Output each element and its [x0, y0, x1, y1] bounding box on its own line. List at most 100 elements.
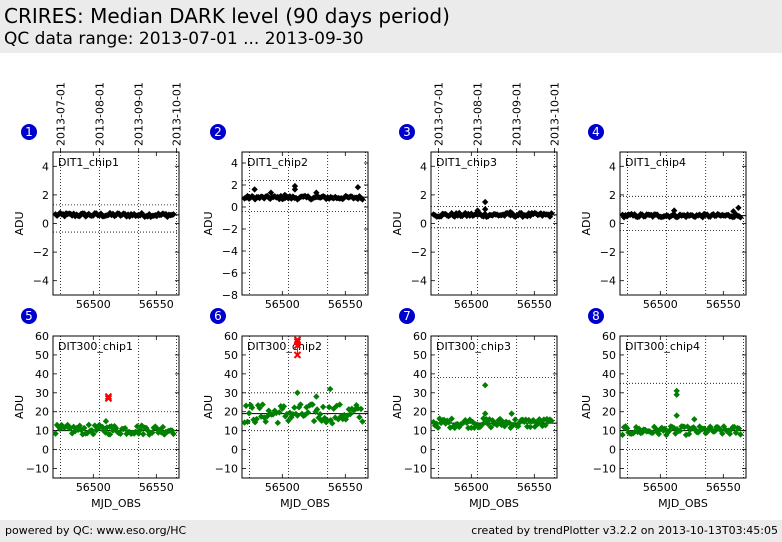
- panel-frame: [52, 151, 180, 296]
- x-tick-label: 56500: [454, 298, 489, 311]
- y-tick-label: 50: [35, 349, 49, 362]
- data-point: [336, 401, 343, 408]
- top-date-label: 2013-10-01: [548, 82, 561, 146]
- y-tick-label: 2: [609, 189, 616, 202]
- data-point: [259, 401, 266, 408]
- x-axis-label: MJD_OBS: [91, 497, 141, 510]
- data-point-extra: [291, 186, 299, 193]
- y-tick-label: −2: [411, 246, 427, 259]
- y-axis-label: ADU: [13, 395, 26, 419]
- data-point: [109, 427, 117, 434]
- y-tick-label: 0: [42, 444, 49, 457]
- y-tick-label: 20: [413, 406, 427, 419]
- panel-badge: [399, 124, 415, 140]
- data-point: [719, 430, 726, 437]
- data-point: [161, 431, 168, 438]
- data-point: [93, 210, 100, 217]
- data-point: [518, 209, 525, 217]
- y-axis-label: ADU: [391, 211, 404, 235]
- data-point: [737, 431, 744, 438]
- data-point: [537, 418, 545, 426]
- data-point: [632, 424, 640, 431]
- y-axis-label: ADU: [13, 211, 26, 235]
- data-point: [140, 430, 147, 438]
- data-point: [162, 210, 170, 218]
- data-point-extra: [481, 198, 489, 206]
- y-tick-label: 0: [42, 218, 49, 231]
- top-date-label: 2013-10-01: [170, 82, 183, 146]
- y-tick-label: 2: [42, 189, 49, 202]
- data-point-extra: [673, 391, 680, 398]
- y-axis-label: ADU: [202, 211, 215, 235]
- y-tick-label: −4: [33, 275, 49, 288]
- data-point: [728, 425, 735, 433]
- data-point: [76, 422, 83, 429]
- data-point: [648, 211, 655, 219]
- data-point: [121, 210, 129, 218]
- y-tick-label: 0: [420, 218, 427, 231]
- x-tick-label: 56550: [139, 481, 174, 494]
- x-tick-label: 56550: [706, 481, 741, 494]
- data-point: [732, 429, 740, 437]
- y-axis-label: ADU: [580, 211, 593, 235]
- data-point: [652, 425, 659, 432]
- x-tick-label: 56500: [265, 298, 300, 311]
- x-tick-label: 56500: [76, 298, 111, 311]
- data-point: [651, 423, 658, 431]
- panel-name: DIT1_chip4: [625, 156, 686, 169]
- x-tick-label: 56550: [328, 298, 363, 311]
- y-tick-label: 20: [224, 406, 238, 419]
- y-tick-label: 0: [231, 444, 238, 457]
- data-point: [170, 430, 177, 438]
- y-tick-label: −8: [222, 289, 238, 302]
- data-point: [735, 425, 743, 432]
- data-point: [480, 213, 487, 220]
- x-tick-label: 56550: [517, 298, 552, 311]
- top-date-label: 2013-08-01: [472, 82, 485, 146]
- data-point: [642, 213, 649, 220]
- data-point-extra: [327, 385, 334, 393]
- data-point: [245, 409, 253, 417]
- panel-name: DIT1_chip2: [247, 156, 308, 169]
- x-axis-label: MJD_OBS: [469, 497, 519, 510]
- y-tick-label: 0: [231, 201, 238, 214]
- panel-badge: [21, 308, 37, 324]
- data-point: [542, 422, 549, 429]
- data-point: [149, 429, 156, 436]
- data-point: [522, 416, 529, 423]
- data-point: [670, 424, 678, 432]
- y-tick-label: 0: [420, 444, 427, 457]
- data-point-extra: [102, 418, 110, 425]
- data-point: [253, 415, 260, 423]
- data-point: [256, 404, 263, 412]
- y-tick-label: 40: [602, 368, 616, 381]
- data-point: [539, 422, 546, 430]
- panel-name: DIT1_chip1: [58, 156, 119, 169]
- top-date-label: 2013-07-01: [55, 82, 68, 146]
- data-point: [737, 214, 744, 221]
- panel-badge-label: 6: [214, 309, 222, 323]
- y-tick-label: 30: [602, 387, 616, 400]
- data-point: [543, 415, 551, 423]
- footer-generator: created by trendPlotter v3.2.2 on 2013-1…: [471, 524, 778, 537]
- top-date-label: 2013-07-01: [433, 82, 446, 146]
- y-tick-label: 50: [602, 349, 616, 362]
- y-tick-label: 60: [413, 330, 427, 343]
- data-point: [487, 424, 495, 431]
- data-point: [685, 430, 693, 438]
- data-point: [115, 210, 123, 217]
- data-point-extra: [507, 208, 514, 216]
- data-point: [524, 213, 531, 220]
- y-tick-label: 20: [602, 406, 616, 419]
- data-point: [106, 431, 114, 438]
- data-point-extra: [474, 207, 481, 214]
- data-point: [622, 423, 629, 430]
- data-point: [726, 430, 734, 438]
- y-tick-label: 60: [35, 330, 49, 343]
- data-point: [262, 418, 269, 425]
- data-point: [658, 424, 666, 432]
- data-point: [291, 404, 298, 411]
- data-point: [456, 209, 463, 217]
- x-axis-label: MJD_OBS: [280, 497, 330, 510]
- y-tick-label: 0: [609, 444, 616, 457]
